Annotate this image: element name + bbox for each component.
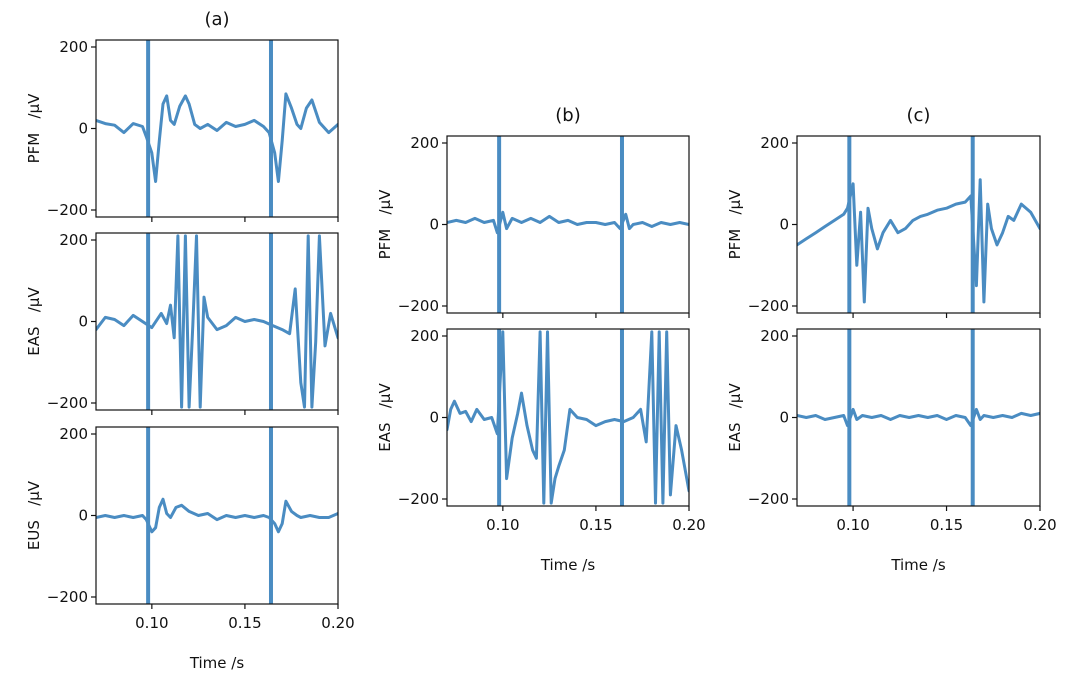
y-axis-label: PFM /µV [25, 93, 43, 164]
chart-3: (c) 200 0 −200 PFM /µV 200 0 −200 0.10 0.15 0.20 EA… [726, 105, 1057, 574]
y-tick-label: 0 [429, 409, 439, 427]
y-axis-label: EAS /µV [376, 383, 394, 452]
x-tick-label: 0.10 [135, 614, 168, 632]
x-tick-label: 0.10 [486, 516, 519, 534]
x-tick-label: 0.20 [672, 516, 705, 534]
chart-title: (a) [204, 9, 229, 30]
x-tick-label: 0.20 [321, 614, 354, 632]
x-tick-label: 0.15 [228, 614, 261, 632]
y-axis-label: PFM /µV [376, 189, 394, 260]
plot-area [447, 329, 689, 506]
y-tick-label: 200 [760, 327, 789, 345]
panel-3: 200 0 −200 0.10 0.15 0.20 EUS /µV [25, 425, 355, 632]
panel-2: 200 0 −200 0.10 0.15 0.20 EAS /µV [376, 327, 706, 534]
signal-trace [447, 210, 689, 235]
x-axis-label: Time /s [189, 654, 245, 672]
signal-trace [797, 407, 1040, 428]
y-tick-label: −200 [47, 588, 88, 606]
y-tick-label: −200 [398, 297, 439, 315]
y-tick-label: 0 [779, 409, 789, 427]
plot-area [797, 329, 1040, 506]
y-tick-label: −200 [748, 490, 789, 508]
panel-1: 200 0 −200 PFM /µV [726, 134, 1041, 318]
panel-1: 200 0 −200 PFM /µV [376, 134, 690, 318]
chart-2: (b) 200 0 −200 PFM /µV 200 0 −200 0.10 0.15 0.20 EA… [376, 105, 706, 574]
y-axis-label: PFM /µV [726, 189, 744, 260]
y-axis-label: EAS /µV [25, 287, 43, 356]
plot-area [96, 40, 338, 217]
panel-2: 200 0 −200 EAS /µV [25, 231, 339, 415]
panel-1: 200 0 −200 PFM /µV [25, 38, 339, 222]
signal-trace [96, 234, 338, 409]
y-tick-label: −200 [47, 201, 88, 219]
y-tick-label: −200 [398, 490, 439, 508]
x-tick-label: 0.15 [930, 516, 963, 534]
plot-area [96, 233, 338, 410]
y-tick-label: 0 [78, 507, 88, 525]
panel-2: 200 0 −200 0.10 0.15 0.20 EAS /µV [726, 327, 1057, 534]
y-tick-label: −200 [47, 394, 88, 412]
chart-title: (b) [555, 105, 580, 126]
y-tick-label: 0 [78, 313, 88, 331]
x-tick-label: 0.15 [579, 516, 612, 534]
y-tick-label: 0 [78, 120, 88, 138]
signal-trace [96, 92, 338, 183]
signal-trace [447, 330, 689, 505]
signal-trace [96, 497, 338, 534]
plot-area [96, 427, 338, 604]
axes-frame [95, 426, 339, 605]
y-tick-label: 200 [59, 38, 88, 56]
y-axis-label: EUS /µV [25, 480, 43, 550]
plot-area [797, 136, 1040, 313]
plot-area [447, 136, 689, 313]
x-tick-label: 0.10 [836, 516, 869, 534]
y-axis-label: EAS /µV [726, 383, 744, 452]
y-tick-label: 200 [760, 134, 789, 152]
y-tick-label: −200 [748, 297, 789, 315]
y-tick-label: 200 [410, 327, 439, 345]
y-tick-label: 200 [410, 134, 439, 152]
x-axis-label: Time /s [890, 556, 946, 574]
y-tick-label: 0 [429, 216, 439, 234]
chart-1: (a) 200 0 −200 PFM /µV 200 0 −200 EAS /µV 200 0 −20… [25, 9, 355, 672]
y-tick-label: 0 [779, 216, 789, 234]
x-tick-label: 0.20 [1023, 516, 1056, 534]
axes-frame [796, 135, 1041, 314]
chart-title: (c) [907, 105, 931, 126]
y-tick-label: 200 [59, 231, 88, 249]
x-axis-label: Time /s [540, 556, 596, 574]
signal-trace [797, 178, 1040, 304]
y-tick-label: 200 [59, 425, 88, 443]
